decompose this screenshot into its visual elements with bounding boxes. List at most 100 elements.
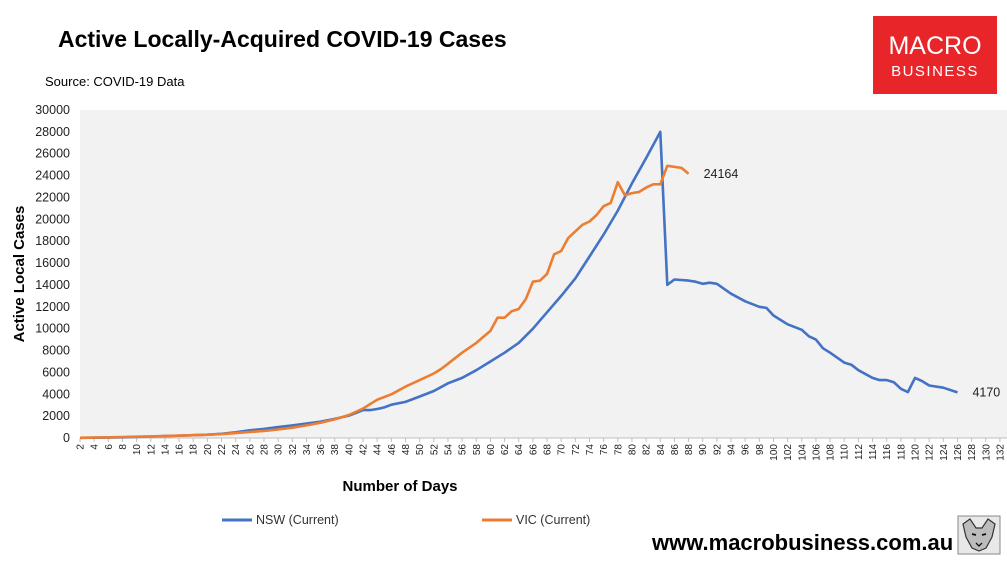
y-tick-label: 20000 [35, 212, 70, 226]
x-tick-label: 74 [585, 444, 596, 456]
brand-logo: MACRO BUSINESS [873, 16, 997, 94]
y-tick-label: 10000 [35, 322, 70, 336]
x-tick-label: 100 [769, 444, 780, 461]
x-tick-label: 126 [953, 444, 964, 461]
x-tick-label: 124 [939, 444, 950, 461]
x-tick-label: 40 [344, 444, 355, 456]
x-tick-label: 70 [557, 444, 568, 456]
x-tick-label: 106 [811, 444, 822, 461]
logo-box [873, 16, 997, 94]
x-tick-label: 88 [684, 444, 695, 456]
x-tick-label: 54 [443, 444, 454, 456]
x-tick-label: 38 [330, 444, 341, 456]
x-tick-label: 28 [259, 444, 270, 456]
x-tick-label: 22 [217, 444, 228, 456]
y-tick-label: 2000 [42, 409, 70, 423]
x-tick-label: 34 [302, 444, 313, 456]
x-tick-label: 92 [712, 444, 723, 456]
end-value-label-vic: 24164 [704, 167, 739, 181]
x-tick-label: 32 [288, 444, 299, 456]
x-tick-label: 10 [132, 444, 143, 456]
x-tick-label: 2 [76, 444, 87, 450]
x-tick-label: 128 [967, 444, 978, 461]
y-tick-label: 0 [63, 431, 70, 445]
x-tick-label: 98 [755, 444, 766, 456]
x-tick-label: 14 [160, 444, 171, 456]
y-tick-label: 26000 [35, 147, 70, 161]
y-tick-label: 14000 [35, 278, 70, 292]
legend: NSW (Current) VIC (Current) [222, 513, 590, 527]
x-tick-label: 122 [925, 444, 936, 461]
logo-line2: BUSINESS [891, 63, 979, 80]
y-tick-label: 24000 [35, 169, 70, 183]
x-tick-label: 118 [896, 444, 907, 460]
x-tick-label: 94 [727, 444, 738, 456]
y-tick-label: 8000 [42, 344, 70, 358]
x-tick-label: 96 [741, 444, 752, 456]
x-tick-label: 50 [415, 444, 426, 456]
x-tick-label: 58 [472, 444, 483, 456]
x-tick-label: 112 [854, 444, 865, 460]
x-tick-label: 18 [189, 444, 200, 456]
x-tick-label: 104 [797, 444, 808, 461]
website-url: www.macrobusiness.com.au [651, 530, 953, 555]
x-tick-label: 8 [118, 444, 129, 450]
x-tick-label: 56 [458, 444, 469, 456]
x-tick-label: 72 [571, 444, 582, 456]
series-layer [79, 130, 958, 440]
x-tick-label: 130 [981, 444, 992, 461]
x-tick-label: 120 [911, 444, 922, 461]
series-line-nsw [79, 130, 958, 440]
x-tick-label: 46 [387, 444, 398, 456]
x-tick-label: 86 [670, 444, 681, 456]
y-tick-label: 4000 [42, 387, 70, 401]
x-axis: 2 4 6 8 10 12 14 16 18 20 22 24 26 28 30 32 34 36 38 40 42 44… [76, 437, 1007, 461]
y-tick-label: 28000 [35, 125, 70, 139]
x-tick-label: 66 [528, 444, 539, 456]
source-note: Source: COVID-19 Data [45, 74, 185, 89]
x-tick-label: 132 [995, 444, 1006, 461]
x-tick-label: 82 [642, 444, 653, 456]
y-axis: 0 2000 4000 6000 8000 10000 12000 14000 16000 180… [35, 103, 70, 445]
x-tick-label: 80 [627, 444, 638, 456]
x-tick-label: 12 [146, 444, 157, 456]
x-tick-label: 102 [783, 444, 794, 461]
x-tick-label: 78 [613, 444, 624, 456]
legend-label-nsw: NSW (Current) [256, 513, 339, 527]
chart-title: Active Locally-Acquired COVID-19 Cases [58, 26, 507, 52]
x-tick-label: 30 [274, 444, 285, 456]
x-tick-label: 90 [698, 444, 709, 456]
wolf-icon [957, 515, 1001, 555]
x-tick-label: 62 [500, 444, 511, 456]
x-tick-label: 108 [826, 444, 837, 461]
y-tick-label: 22000 [35, 190, 70, 204]
y-axis-title: Active Local Cases [11, 206, 28, 343]
x-tick-label: 84 [656, 444, 667, 456]
x-axis-title: Number of Days [342, 478, 457, 495]
x-tick-label: 48 [401, 444, 412, 456]
x-tick-label: 20 [203, 444, 214, 456]
x-tick-label: 110 [840, 444, 851, 460]
y-tick-label: 16000 [35, 256, 70, 270]
x-tick-label: 68 [543, 444, 554, 456]
x-tick-label: 26 [245, 444, 256, 456]
x-tick-label: 114 [868, 444, 879, 460]
series-line-vic [79, 164, 690, 440]
x-tick-label: 52 [429, 444, 440, 456]
y-tick-label: 12000 [35, 300, 70, 314]
logo-line1: MACRO [888, 32, 981, 60]
legend-label-vic: VIC (Current) [516, 513, 590, 527]
x-tick-label: 24 [231, 444, 242, 456]
y-tick-label: 30000 [35, 103, 70, 117]
y-tick-label: 6000 [42, 365, 70, 379]
x-tick-label: 36 [316, 444, 327, 456]
x-tick-label: 64 [514, 444, 525, 456]
x-tick-label: 6 [104, 444, 115, 450]
x-tick-label: 60 [486, 444, 497, 456]
x-tick-label: 76 [599, 444, 610, 456]
x-tick-label: 44 [373, 444, 384, 456]
plot-area [80, 110, 1007, 438]
x-tick-label: 116 [882, 444, 893, 460]
y-tick-label: 18000 [35, 234, 70, 248]
